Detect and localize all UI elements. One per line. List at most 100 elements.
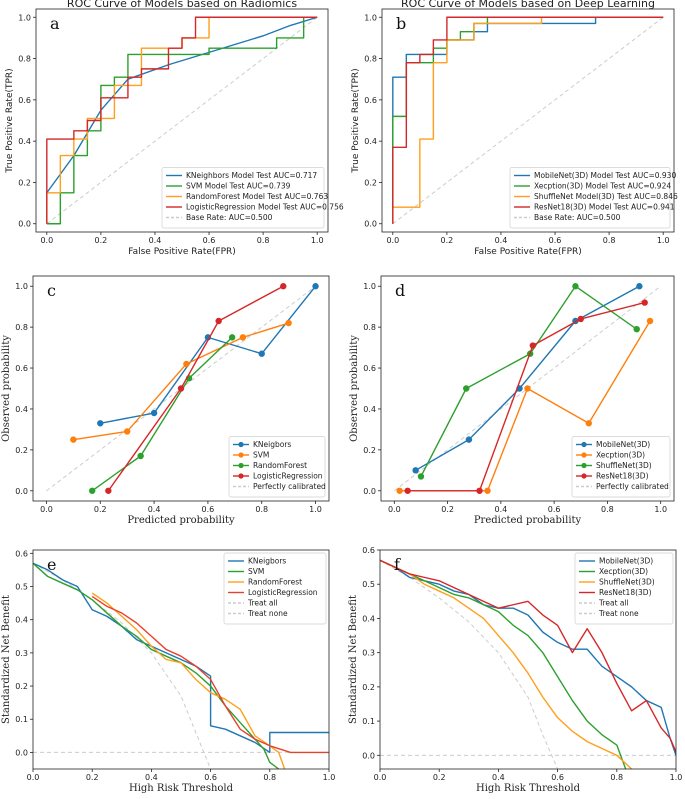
y-tick-label: 0.4	[364, 137, 377, 146]
data-point	[239, 334, 247, 341]
x-tick-label: 0.6	[549, 236, 562, 245]
y-tick-label: 0.4	[363, 405, 376, 414]
y-tick-label: 0.2	[363, 446, 376, 455]
x-tick-label: 0.0	[374, 773, 387, 782]
legend-entry: Treat all	[247, 599, 278, 608]
y-tick-label: 0.5	[362, 580, 375, 589]
legend-entry: LogisticRegression Model Test AUC=0.756	[186, 203, 344, 212]
reference-line-1	[380, 559, 559, 769]
x-tick-label: 0.6	[548, 505, 561, 514]
x-tick-label: 1.0	[323, 773, 336, 782]
series-line-4	[91, 595, 329, 754]
data-point	[529, 342, 537, 349]
legend-marker	[238, 462, 244, 469]
chart-panel-b: ROC Curve of Models based on Deep Learni…	[351, 0, 678, 257]
reference-line-1	[33, 562, 212, 769]
chart-panel-e: 0.0 0.2 0.4 0.6 0.8 1.00.00.10.20.30.40.50.6H…	[1, 549, 335, 794]
data-point	[258, 350, 265, 357]
chart-title: ROC Curve of Models based on Radiomics	[67, 0, 297, 10]
plot-frame	[32, 549, 330, 770]
legend-box	[228, 436, 326, 498]
y-axis-label: True Positive Rate(TPR)	[5, 68, 15, 173]
plot-frame	[35, 8, 329, 233]
y-tick-label: 0.3	[15, 649, 28, 658]
y-tick-label: 0.8	[363, 323, 376, 332]
data-point	[476, 487, 483, 494]
legend: KNeighbors Model Test AUC=0.717 SVM Model…	[161, 167, 344, 229]
legend-entry: Xecption(3D) Model Test AUC=0.924	[534, 182, 671, 191]
series-line-3	[392, 16, 664, 224]
legend-marker	[238, 452, 244, 458]
legend-entry: Treat none	[247, 609, 288, 618]
legend-entry: ShuffleNet(3D)	[596, 461, 652, 470]
x-tick-label: 1.0	[311, 236, 324, 245]
y-tick-label: 0.0	[18, 220, 31, 229]
x-tick-label: 0.6	[204, 773, 217, 782]
y-axis-label: Standardized Net Benefit	[348, 595, 359, 724]
y-tick-label: 0.1	[362, 717, 375, 726]
plot-frame	[379, 549, 677, 770]
series-line-4	[107, 285, 284, 492]
x-tick-label: 0.4	[495, 236, 508, 245]
legend-entry: ResNet18(3D) Model Test AUC=0.941	[534, 203, 675, 212]
y-tick-label: 1.0	[15, 282, 28, 291]
y-tick-label: 0.5	[15, 583, 28, 592]
x-tick-label: 1.0	[309, 505, 322, 514]
x-tick-label: 0.0	[27, 773, 40, 782]
y-axis-label: Observed probability	[349, 335, 360, 442]
data-point	[417, 473, 425, 480]
legend-box	[509, 167, 671, 229]
data-point	[396, 487, 403, 494]
series-line-1	[380, 559, 676, 756]
legend-marker	[581, 462, 587, 469]
y-tick-label: 0.0	[15, 748, 28, 757]
panel-letter: b	[396, 14, 406, 33]
data-point	[215, 317, 222, 325]
data-point	[646, 317, 654, 325]
chart-panel-f: 0.0 0.2 0.4 0.6 0.8 1.00.00.10.20.30.40.50.6H…	[348, 546, 682, 794]
legend-box	[223, 552, 327, 625]
x-tick-label: 0.4	[145, 773, 158, 782]
y-tick-label: 0.8	[15, 323, 28, 332]
data-point	[641, 299, 648, 306]
legend-entry: Treat all	[598, 599, 629, 608]
legend-entry: Base Rate: AUC=0.500	[186, 213, 273, 222]
legend-entry: LogisticRegression	[253, 472, 323, 481]
y-tick-label: 0.8	[364, 55, 377, 64]
x-tick-label: 0.2	[441, 236, 454, 245]
series-line-1	[100, 285, 317, 424]
y-tick-label: 0.2	[15, 446, 28, 455]
y-tick-label: 0.8	[18, 55, 31, 64]
legend-entry: ResNet18(3D)	[596, 472, 649, 481]
series-line-1	[33, 562, 329, 754]
legend-box	[571, 436, 671, 498]
legend-entry: LogisticRegression	[248, 588, 318, 597]
y-tick-label: 0.0	[364, 220, 377, 229]
x-axis-label: High Risk Threshold	[476, 783, 581, 794]
legend-box	[574, 552, 674, 625]
x-axis-label: False Positive Rate(FPR)	[128, 247, 236, 257]
panel-letter: c	[47, 281, 56, 300]
x-tick-label: 0.6	[202, 505, 215, 514]
x-tick-label: 0.0	[40, 236, 53, 245]
y-tick-label: 0.6	[363, 364, 376, 373]
legend-entry: Xecption(3D)	[599, 567, 648, 576]
data-point	[463, 385, 470, 392]
data-point	[177, 385, 185, 392]
series-line-3	[380, 559, 633, 769]
x-tick-label: 0.2	[95, 236, 108, 245]
chart-panel-d: 0.0 0.2 0.4 0.6 0.8 1.0 0.0 0.2 0.4 0.6 0.8 1.0 Pred…	[349, 275, 675, 526]
legend-marker	[238, 473, 244, 479]
x-axis-label: Predicted probability	[474, 515, 582, 526]
y-tick-label: 0.2	[18, 178, 31, 187]
y-tick-label: 0.6	[18, 96, 31, 105]
data-point	[633, 325, 640, 333]
legend-entry: SVM Model Test AUC=0.739	[186, 182, 291, 191]
x-tick-label: 0.4	[492, 773, 505, 782]
data-point	[97, 420, 104, 427]
y-tick-label: 0.3	[362, 649, 375, 658]
y-tick-label: 0.2	[364, 178, 377, 187]
legend-entry: SVM	[248, 567, 264, 576]
legend-marker	[581, 441, 587, 448]
